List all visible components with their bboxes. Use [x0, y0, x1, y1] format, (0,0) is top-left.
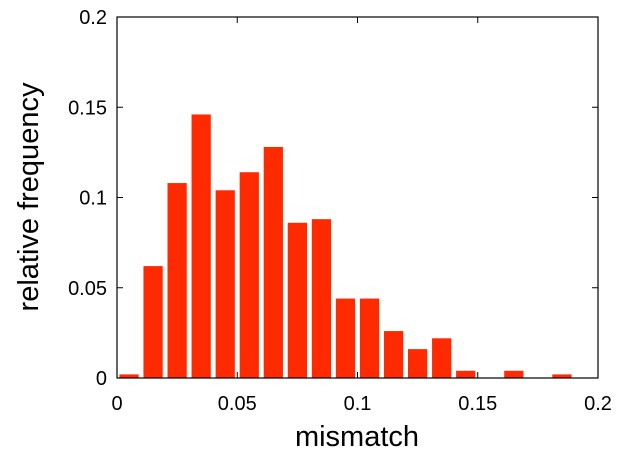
bar-18 — [552, 374, 572, 378]
bar-1 — [143, 266, 163, 378]
bar-6 — [263, 146, 283, 378]
y-axis-title: relative frequency — [13, 82, 45, 311]
bar-14 — [456, 370, 476, 378]
x-axis-title: mismatch — [295, 421, 419, 453]
x-tick-label-0: 0 — [111, 393, 122, 415]
bar-16 — [504, 370, 524, 378]
bar-7 — [287, 222, 307, 378]
y-tick-label-3: 0.15 — [68, 97, 107, 119]
x-tick-label-1: 0.05 — [218, 393, 257, 415]
y-tick-label-2: 0.1 — [79, 188, 107, 210]
bar-13 — [432, 338, 452, 378]
bar-5 — [239, 172, 259, 378]
bar-4 — [215, 190, 235, 378]
plot-frame — [116, 16, 599, 379]
x-tick-label-3: 0.15 — [458, 393, 497, 415]
bar-0 — [119, 374, 139, 378]
bar-8 — [311, 219, 332, 378]
bar-12 — [408, 349, 428, 378]
x-tick-label-4: 0.2 — [584, 393, 612, 415]
y-tick-label-4: 0.2 — [79, 7, 107, 29]
bar-11 — [383, 331, 404, 378]
ticks-group: 0 0.05 0.1 0.15 0.2 0 0.05 0.1 0.15 0.2 — [68, 7, 612, 415]
y-tick-label-1: 0.05 — [68, 278, 107, 300]
x-tick-label-2: 0.1 — [344, 393, 372, 415]
bar-10 — [359, 298, 380, 378]
bar-3 — [191, 114, 211, 378]
bar-9 — [335, 298, 356, 378]
y-tick-label-0: 0 — [96, 368, 107, 390]
bar-2 — [167, 183, 187, 378]
bars-group — [119, 114, 572, 378]
